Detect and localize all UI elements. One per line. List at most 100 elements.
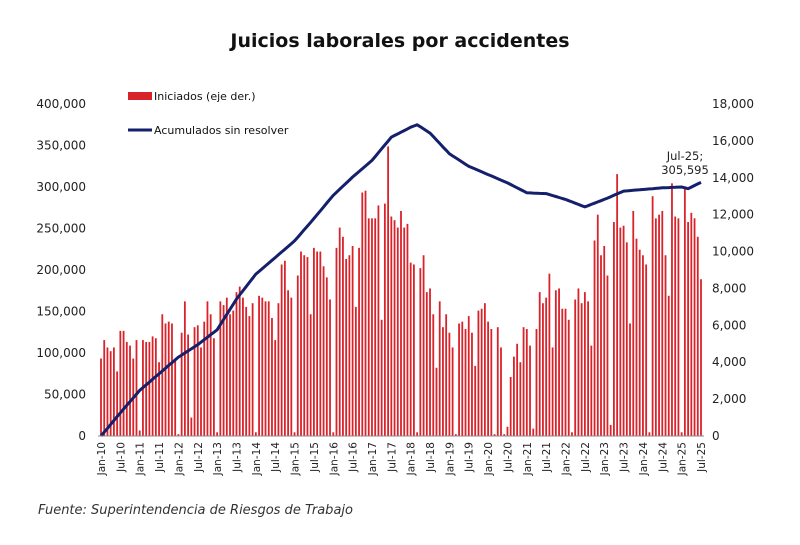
bar xyxy=(422,255,425,436)
x-tick-label: Jul-11 xyxy=(154,442,166,473)
bar xyxy=(645,264,648,436)
right-tick-label: 14,000 xyxy=(712,171,754,185)
bar xyxy=(325,277,328,436)
annotation-date: Jul-25; xyxy=(666,149,704,163)
bar xyxy=(400,210,402,436)
right-tick-label: 18,000 xyxy=(712,97,754,111)
bar xyxy=(442,327,444,436)
bar xyxy=(654,218,657,436)
bar xyxy=(490,329,493,436)
bar xyxy=(458,323,460,436)
bar xyxy=(683,188,686,436)
x-tick-label: Jul-18 xyxy=(425,442,437,473)
bar xyxy=(619,227,622,436)
bar xyxy=(154,338,157,436)
bar xyxy=(164,323,167,436)
x-tick-label: Jan-22 xyxy=(561,442,573,476)
left-tick-label: 150,000 xyxy=(36,305,86,319)
bar xyxy=(567,319,570,436)
bar xyxy=(677,218,680,436)
bar xyxy=(454,434,457,436)
bar xyxy=(161,314,164,436)
bar xyxy=(429,288,431,436)
x-tick-label: Jan-10 xyxy=(96,442,108,476)
bar xyxy=(509,376,512,436)
bar xyxy=(593,240,596,436)
bar xyxy=(374,218,377,436)
x-tick-label: Jul-21 xyxy=(541,442,553,473)
bar xyxy=(416,432,419,436)
bar xyxy=(316,251,319,436)
bar xyxy=(448,332,451,436)
bar xyxy=(583,292,586,436)
bar xyxy=(309,314,312,436)
bar xyxy=(180,332,183,436)
bar xyxy=(219,301,222,436)
bar xyxy=(409,262,412,436)
bar xyxy=(561,308,564,436)
bar xyxy=(290,297,293,436)
bar xyxy=(396,227,399,436)
bar xyxy=(629,323,631,436)
bar xyxy=(151,336,154,436)
x-tick-label: Jul-15 xyxy=(309,442,321,473)
x-tick-label: Jan-18 xyxy=(406,442,418,476)
bar xyxy=(345,258,348,436)
bar xyxy=(222,305,225,436)
bar xyxy=(542,303,544,436)
bar xyxy=(238,286,241,436)
bar xyxy=(551,347,554,436)
bar xyxy=(245,306,248,436)
bar xyxy=(606,275,609,436)
bar xyxy=(287,290,289,436)
bar xyxy=(413,264,415,436)
bar xyxy=(293,432,296,436)
bar xyxy=(361,192,364,436)
bar xyxy=(438,301,441,436)
x-tick-label: Jan-20 xyxy=(483,442,495,476)
bar xyxy=(193,327,196,436)
legend-label-bar: Iniciados (eje der.) xyxy=(154,90,256,103)
bar xyxy=(216,432,219,436)
bar xyxy=(271,317,273,436)
bar xyxy=(477,310,480,436)
bar xyxy=(335,247,338,436)
bar xyxy=(451,347,454,436)
x-tick-label: Jul-17 xyxy=(386,442,398,473)
bar xyxy=(371,218,373,436)
bar xyxy=(671,183,673,436)
right-tick-label: 2,000 xyxy=(712,392,746,406)
bar xyxy=(425,292,428,436)
bar xyxy=(387,146,389,436)
bar xyxy=(574,299,577,436)
bar xyxy=(329,299,331,436)
bar xyxy=(696,236,699,436)
x-tick-label: Jan-24 xyxy=(638,442,650,477)
bar xyxy=(651,196,654,436)
bar xyxy=(700,279,702,436)
bar xyxy=(313,247,315,436)
bar xyxy=(529,345,531,436)
bar xyxy=(403,227,406,436)
bar xyxy=(332,432,335,436)
bar xyxy=(432,314,435,436)
bar xyxy=(296,275,299,436)
right-tick-label: 8,000 xyxy=(712,281,746,295)
bar xyxy=(322,266,325,436)
bar xyxy=(609,424,612,436)
chart-title: Juicios laborales por accidentes xyxy=(228,30,569,52)
x-tick-label: Jul-14 xyxy=(270,442,282,473)
x-tick-label: Jul-13 xyxy=(231,442,243,473)
legend-swatch-bar xyxy=(128,92,152,100)
x-tick-label: Jan-12 xyxy=(173,442,185,476)
bar xyxy=(690,212,693,436)
left-tick-label: 400,000 xyxy=(36,97,86,111)
bar xyxy=(525,329,528,436)
x-tick-label: Jul-10 xyxy=(115,442,127,473)
bar xyxy=(500,347,502,436)
bar xyxy=(135,340,138,436)
bar xyxy=(587,301,589,436)
bar xyxy=(103,340,106,436)
bar xyxy=(106,347,109,436)
bar xyxy=(274,340,277,436)
